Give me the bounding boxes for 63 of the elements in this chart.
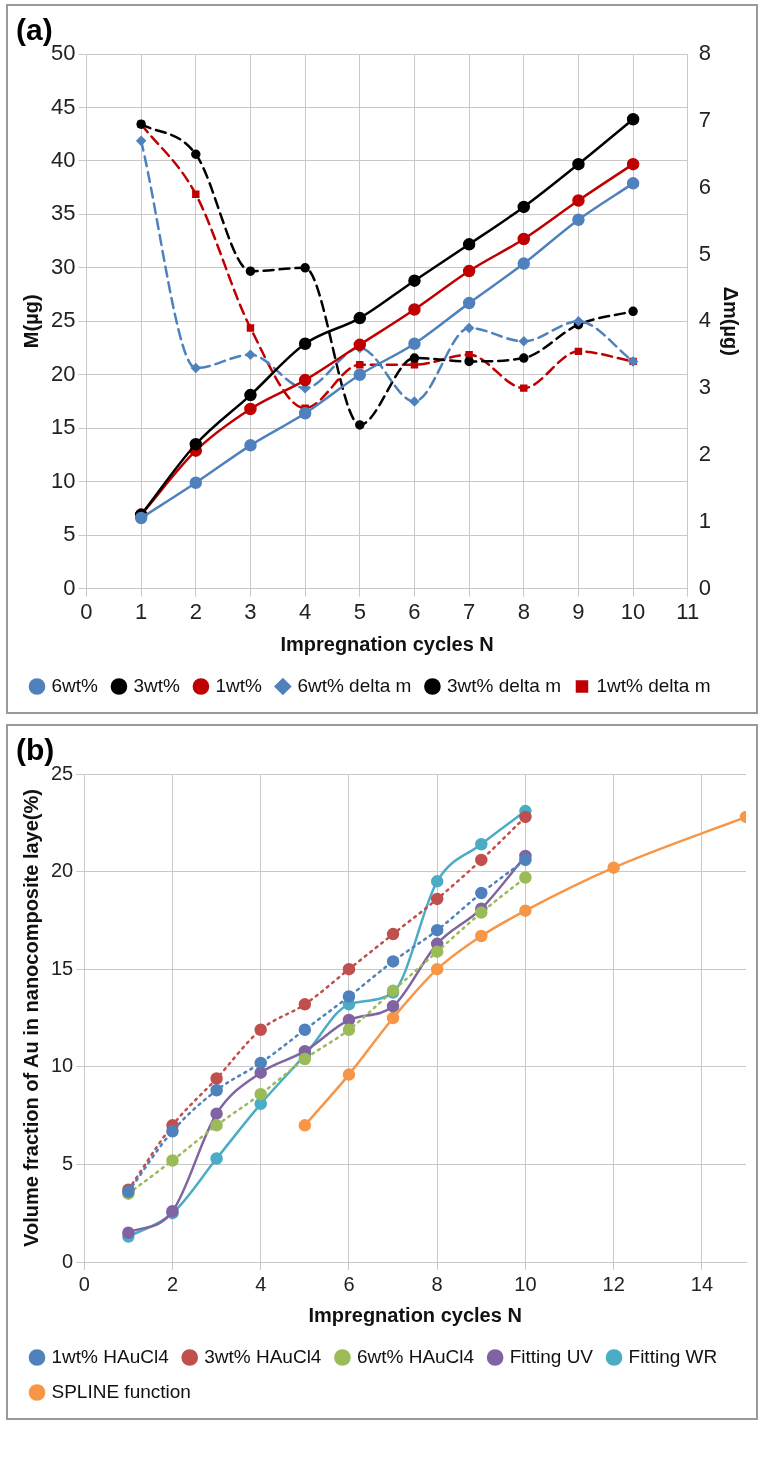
y2-tick-label: 2 (698, 441, 712, 467)
x-axis-title: Impregnation cycles N (280, 632, 494, 655)
y-tick-label: 15 (50, 414, 76, 440)
x-tick-label: 10 (620, 598, 646, 624)
legend-label: 1wt% delta m (596, 674, 711, 696)
y-tick-label: 20 (51, 859, 74, 882)
x-tick-label: 6 (343, 1272, 355, 1295)
x-tick-label: 8 (517, 598, 530, 624)
x-tick-label: 6 (408, 598, 421, 624)
y2-tick-label: 3 (698, 374, 712, 400)
legend-label: 3wt% (133, 674, 181, 696)
legend-label: 6wt% delta m (297, 674, 412, 696)
y-tick-label: 10 (50, 467, 76, 493)
x-tick-label: 3 (244, 598, 257, 624)
chart-title: (a) (16, 13, 53, 47)
x-tick-label: 11 (676, 598, 700, 624)
legend-label: SPLINE function (51, 1380, 191, 1402)
x-tick-label: 4 (255, 1272, 267, 1295)
legend-label: 3wt% delta m (446, 674, 561, 696)
y2-tick-label: 5 (698, 240, 712, 266)
x-tick-label: 0 (78, 1272, 90, 1295)
y-tick-label: 25 (50, 307, 76, 333)
y2-tick-label: 4 (698, 307, 712, 333)
legend-label: Fitting UV (509, 1345, 594, 1367)
y-tick-label: 45 (50, 93, 76, 119)
y2-tick-label: 8 (698, 40, 712, 66)
y-tick-label: 10 (51, 1054, 74, 1077)
x-tick-label: 8 (431, 1272, 443, 1295)
y-tick-label: 5 (63, 521, 76, 547)
y2-tick-label: 1 (698, 507, 712, 533)
legend-label: Fitting WR (628, 1345, 718, 1367)
y-tick-label: 40 (50, 146, 76, 172)
y-tick-label: 5 (62, 1151, 74, 1174)
y2-tick-label: 7 (698, 106, 712, 132)
legend-label: 6wt% HAuCl4 (356, 1345, 475, 1367)
y-tick-label: 50 (50, 40, 76, 66)
x-tick-label: 2 (189, 598, 202, 624)
y-tick-label: 35 (50, 200, 76, 226)
y2-tick-label: 6 (698, 173, 712, 199)
y-axis-title: Volume fraction of Au in nanocomposite laye(%) (19, 789, 42, 1247)
x-tick-label: 4 (299, 598, 312, 624)
legend-label: 6wt% (51, 674, 99, 696)
x-tick-label: 10 (514, 1272, 537, 1295)
y-tick-label: 0 (62, 1249, 74, 1272)
x-tick-label: 2 (166, 1272, 179, 1295)
x-tick-label: 5 (353, 598, 366, 624)
y2-tick-label: 0 (698, 574, 712, 600)
x-axis-title: Impregnation cycles N (308, 1303, 522, 1326)
legend-label: 3wt% HAuCl4 (204, 1345, 322, 1367)
y2-axis-title: Δm(µg) (720, 286, 743, 356)
x-tick-label: 0 (80, 598, 93, 624)
y-tick-label: 0 (63, 574, 76, 600)
y-tick-label: 15 (51, 956, 74, 979)
legend-label: 1wt% (215, 674, 262, 696)
x-tick-label: 14 (690, 1272, 714, 1295)
y-axis-title: M(µg) (19, 294, 42, 349)
x-tick-label: 1 (135, 598, 148, 624)
x-tick-label: 7 (462, 598, 476, 624)
legend-label: 1wt% HAuCl4 (51, 1345, 170, 1367)
x-tick-label: 9 (572, 598, 585, 624)
x-tick-label: 12 (602, 1272, 625, 1295)
y-tick-label: 20 (50, 360, 76, 386)
y-tick-label: 30 (50, 253, 76, 279)
